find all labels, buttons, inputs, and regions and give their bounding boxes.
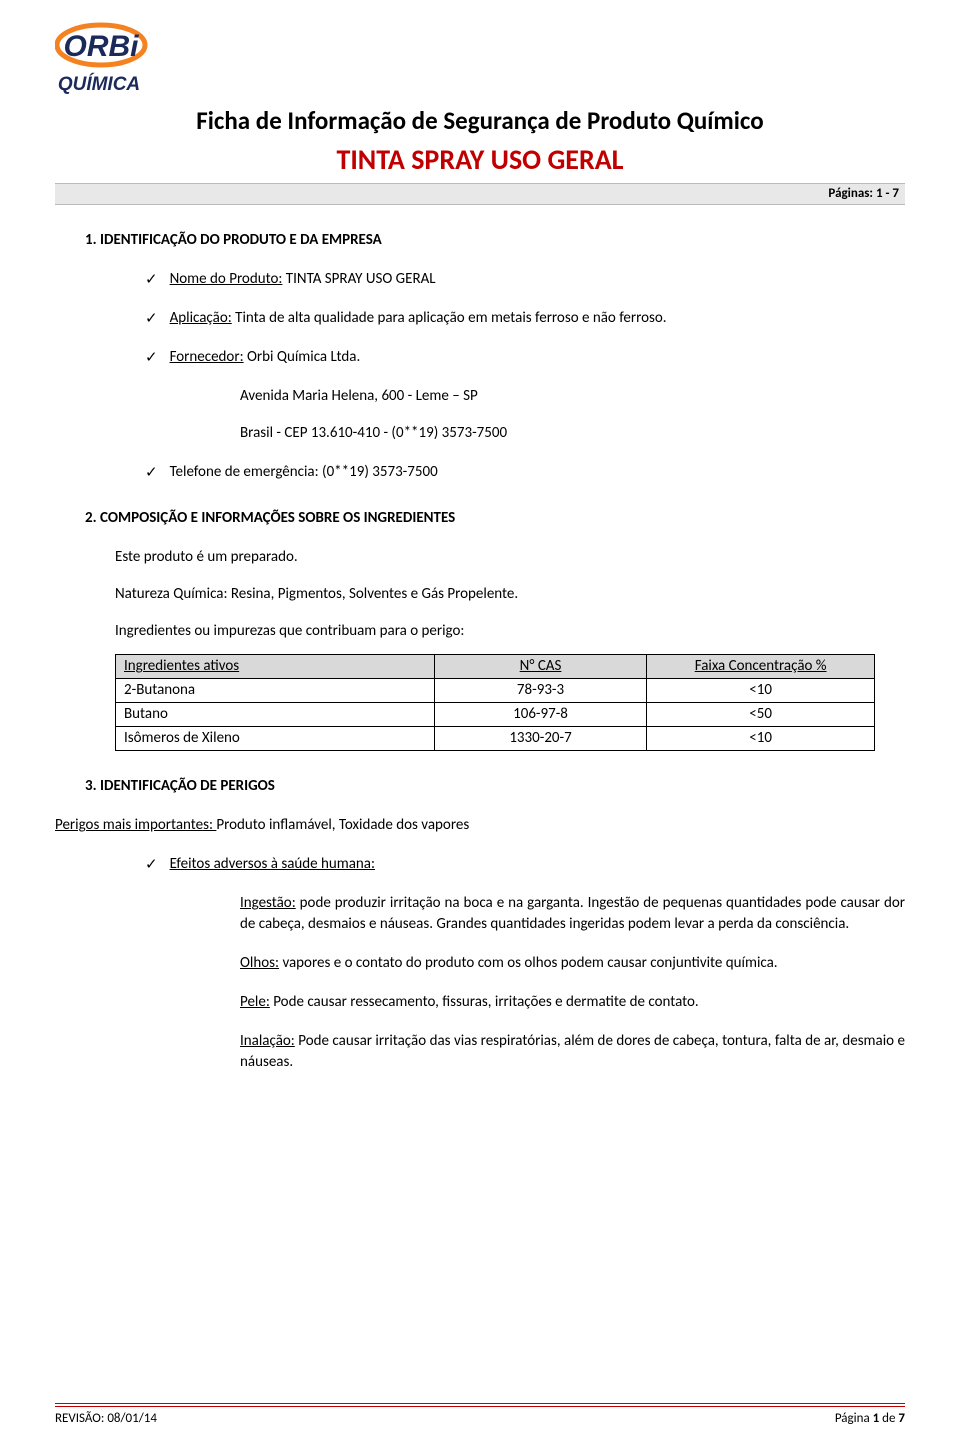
- cell-cas: 106-97-8: [434, 703, 647, 727]
- document-subtitle: TINTA SPRAY USO GERAL: [55, 140, 905, 179]
- effect-label: Pele:: [240, 993, 270, 1011]
- effect-inhalation: Inalação: Pode causar irritação das vias…: [240, 1031, 905, 1073]
- footer-page-number: Página 1 de 7: [835, 1410, 905, 1428]
- check-icon: ✓: [145, 269, 158, 290]
- list-item: ✓ Nome do Produto: TINTA SPRAY USO GERAL: [145, 269, 905, 290]
- item-label: Fornecedor:: [170, 348, 244, 366]
- col-header-name: Ingredientes ativos: [116, 655, 435, 679]
- company-logo: ORBi QUÍMICA: [55, 20, 905, 98]
- cell-conc: <10: [647, 727, 875, 751]
- item-label: Nome do Produto:: [170, 270, 283, 288]
- effect-text: Pode causar ressecamento, fissuras, irri…: [270, 993, 699, 1011]
- section-1-heading: 1. IDENTIFICAÇÃO DO PRODUTO E DA EMPRESA: [85, 230, 905, 251]
- cell-conc: <50: [647, 703, 875, 727]
- svg-text:QUÍMICA: QUÍMICA: [58, 73, 140, 95]
- item-value: Tinta de alta qualidade para aplicação e…: [232, 309, 667, 327]
- list-item: ✓ Telefone de emergência: (0**19) 3573-7…: [145, 462, 905, 483]
- effect-skin: Pele: Pode causar ressecamento, fissuras…: [240, 992, 905, 1013]
- col-header-cas: N° CAS: [434, 655, 647, 679]
- section-3-heading: 3. IDENTIFICAÇÃO DE PERIGOS: [85, 776, 905, 797]
- footer-revision: REVISÃO: 08/01/14: [55, 1410, 157, 1428]
- footer-page-total: 7: [898, 1411, 905, 1426]
- cell-name: Butano: [116, 703, 435, 727]
- section-1-list-2: ✓ Telefone de emergência: (0**19) 3573-7…: [145, 462, 905, 483]
- cell-name: Isômeros de Xileno: [116, 727, 435, 751]
- ingredients-table: Ingredientes ativos N° CAS Faixa Concent…: [115, 654, 875, 751]
- list-item: ✓ Efeitos adversos à saúde humana:: [145, 854, 905, 875]
- main-hazards-line: Perigos mais importantes: Produto inflam…: [55, 815, 905, 836]
- section-2-heading: 2. COMPOSIÇÃO E INFORMAÇÕES SOBRE OS ING…: [85, 508, 905, 529]
- section-2-intro-1: Este produto é um preparado.: [115, 547, 905, 568]
- document-title: Ficha de Informação de Segurança de Prod…: [55, 103, 905, 138]
- address-line-1: Avenida Maria Helena, 600 - Leme – SP: [240, 386, 905, 407]
- hazards-value: Produto inflamável, Toxidade dos vapores: [216, 816, 469, 834]
- section-1-list: ✓ Nome do Produto: TINTA SPRAY USO GERAL…: [145, 269, 905, 368]
- document-page: ORBi QUÍMICA Ficha de Informação de Segu…: [0, 0, 960, 1456]
- list-item: ✓ Fornecedor: Orbi Química Ltda.: [145, 347, 905, 368]
- item-text: Nome do Produto: TINTA SPRAY USO GERAL: [170, 269, 436, 290]
- effect-label: Inalação:: [240, 1032, 295, 1050]
- effect-label: Ingestão:: [240, 894, 296, 912]
- effect-text: vapores e o contato do produto com os ol…: [279, 954, 778, 972]
- footer-page-prefix: Página: [835, 1411, 873, 1426]
- cell-cas: 78-93-3: [434, 679, 647, 703]
- hazards-label: Perigos mais importantes:: [55, 816, 216, 834]
- item-value: TINTA SPRAY USO GERAL: [282, 270, 435, 288]
- effect-eyes: Olhos: vapores e o contato do produto co…: [240, 953, 905, 974]
- item-label: Aplicação:: [170, 309, 232, 327]
- section-2-intro-3: Ingredientes ou impurezas que contribuam…: [115, 621, 905, 642]
- pages-indicator-bar: Páginas: 1 - 7: [55, 183, 905, 205]
- effect-text: Pode causar irritação das vias respirató…: [240, 1032, 905, 1071]
- item-text: Aplicação: Tinta de alta qualidade para …: [170, 308, 667, 329]
- effect-label: Olhos:: [240, 954, 279, 972]
- effects-heading: Efeitos adversos à saúde humana:: [170, 854, 375, 875]
- svg-text:ORBi: ORBi: [64, 30, 140, 63]
- item-text: Fornecedor: Orbi Química Ltda.: [170, 347, 361, 368]
- table-row: 2-Butanona 78-93-3 <10: [116, 679, 875, 703]
- ingredients-tbody: 2-Butanona 78-93-3 <10 Butano 106-97-8 <…: [116, 679, 875, 751]
- check-icon: ✓: [145, 347, 158, 368]
- table-row: Butano 106-97-8 <50: [116, 703, 875, 727]
- item-text: Telefone de emergência: (0**19) 3573-750…: [170, 462, 438, 483]
- item-value: Orbi Química Ltda.: [244, 348, 361, 366]
- address-line-2: Brasil - CEP 13.610-410 - (0**19) 3573-7…: [240, 423, 905, 444]
- cell-cas: 1330-20-7: [434, 727, 647, 751]
- section-3-list: ✓ Efeitos adversos à saúde humana:: [145, 854, 905, 875]
- check-icon: ✓: [145, 854, 158, 875]
- effect-text: pode produzir irritação na boca e na gar…: [240, 894, 905, 933]
- table-header-row: Ingredientes ativos N° CAS Faixa Concent…: [116, 655, 875, 679]
- check-icon: ✓: [145, 462, 158, 483]
- cell-conc: <10: [647, 679, 875, 703]
- check-icon: ✓: [145, 308, 158, 329]
- col-header-conc: Faixa Concentração %: [647, 655, 875, 679]
- effect-ingestion: Ingestão: pode produzir irritação na boc…: [240, 893, 905, 935]
- supplier-address: Avenida Maria Helena, 600 - Leme – SP Br…: [240, 386, 905, 444]
- orbi-logo-svg: ORBi QUÍMICA: [55, 20, 185, 98]
- table-row: Isômeros de Xileno 1330-20-7 <10: [116, 727, 875, 751]
- page-footer: REVISÃO: 08/01/14 Página 1 de 7: [55, 1403, 905, 1428]
- footer-page-mid: de: [879, 1411, 898, 1426]
- cell-name: 2-Butanona: [116, 679, 435, 703]
- list-item: ✓ Aplicação: Tinta de alta qualidade par…: [145, 308, 905, 329]
- section-2-intro-2: Natureza Química: Resina, Pigmentos, Sol…: [115, 584, 905, 605]
